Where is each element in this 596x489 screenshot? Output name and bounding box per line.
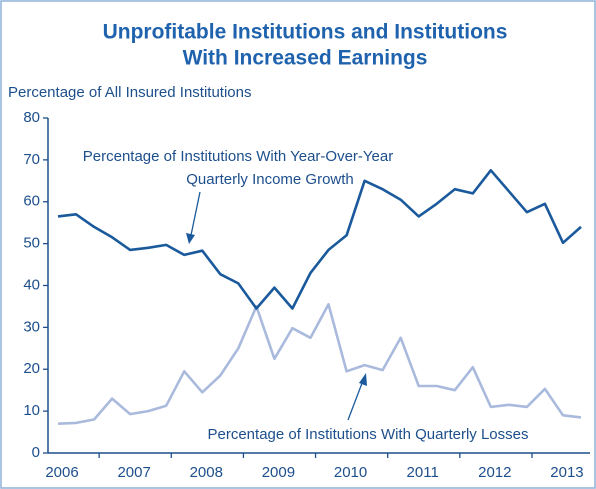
y-tick-label: 30 bbox=[23, 318, 40, 335]
y-tick-label: 70 bbox=[23, 151, 40, 168]
line-series bbox=[57, 169, 582, 310]
x-tick-label: 2007 bbox=[117, 464, 150, 481]
y-tick-label: 40 bbox=[23, 276, 40, 293]
arrow-head bbox=[359, 373, 367, 386]
x-tick-label: 2013 bbox=[550, 464, 583, 481]
y-tick-label: 10 bbox=[23, 402, 40, 419]
chart-title: With Increased Earnings bbox=[183, 47, 428, 70]
x-tick-label: 2008 bbox=[190, 464, 223, 481]
y-axis-label: Percentage of All Insured Institutions bbox=[8, 84, 251, 101]
annotation: Percentage of Institutions With Year-Ove… bbox=[83, 148, 393, 165]
annotation: Percentage of Institutions With Quarterl… bbox=[208, 426, 529, 443]
arrow-head bbox=[186, 233, 195, 244]
y-tick-label: 20 bbox=[23, 360, 40, 377]
y-tick-label: 50 bbox=[23, 235, 40, 252]
x-tick-label: 2006 bbox=[45, 464, 78, 481]
x-tick-label: 2011 bbox=[407, 464, 439, 481]
y-tick-label: 0 bbox=[32, 444, 40, 461]
arrow bbox=[347, 377, 365, 421]
x-tick-label: 2010 bbox=[334, 464, 367, 481]
annotation: Quarterly Income Growth bbox=[186, 171, 354, 188]
line-series bbox=[57, 303, 582, 425]
x-tick-label: 2012 bbox=[478, 464, 511, 481]
x-tick-label: 2009 bbox=[262, 464, 295, 481]
y-tick-label: 60 bbox=[23, 193, 40, 210]
arrow bbox=[189, 191, 201, 241]
y-tick-label: 80 bbox=[23, 109, 40, 126]
chart-title: Unprofitable Institutions and Institutio… bbox=[103, 21, 508, 44]
